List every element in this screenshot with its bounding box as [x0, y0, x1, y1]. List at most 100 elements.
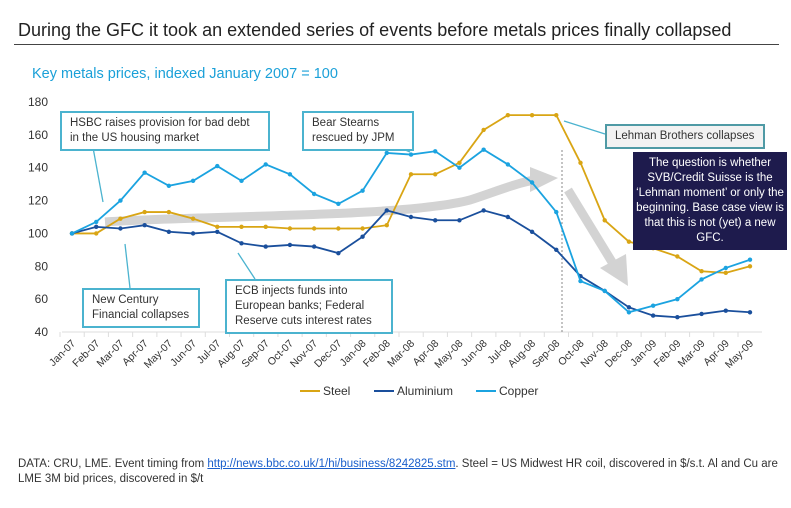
x-tick-label: Jun-08: [459, 338, 490, 369]
copper-point: [529, 180, 535, 185]
slide-title: During the GFC it took an extended serie…: [18, 20, 732, 40]
aluminium-point: [118, 226, 123, 231]
copper-point: [408, 152, 414, 157]
steel-point: [215, 224, 220, 230]
aluminium-point: [529, 229, 535, 234]
footer-post: . Steel = US Midwest HR coil, discovered…: [18, 458, 778, 485]
x-tick-label: Sep-07: [239, 338, 272, 371]
copper-point: [118, 198, 123, 203]
y-tick-label: 40: [35, 325, 49, 339]
steel-point: [602, 218, 607, 223]
steel-point: [287, 226, 293, 231]
y-tick-label: 140: [28, 161, 48, 175]
aluminium-point: [699, 311, 704, 317]
aluminium-point: [505, 214, 511, 220]
steel-point: [239, 224, 244, 230]
footer-source: DATA: CRU, LME. Event timing from http:/…: [18, 457, 791, 487]
x-tick-label: Dec-07: [312, 338, 345, 371]
steel-point: [723, 270, 728, 276]
steel-point: [311, 226, 317, 231]
aluminium-point: [675, 315, 680, 320]
aluminium-point: [723, 308, 728, 313]
aluminium-point: [554, 247, 559, 253]
aluminium-point: [433, 218, 438, 223]
aluminium-point: [166, 229, 172, 234]
copper-point: [675, 296, 680, 302]
copper-point: [94, 219, 99, 225]
steel-point: [142, 209, 147, 215]
aluminium-point: [747, 310, 753, 315]
steel-point: [699, 269, 704, 274]
copper-point: [142, 170, 147, 175]
steel-point: [578, 160, 583, 165]
copper-point: [602, 288, 607, 294]
annotation-bear-stearns: Bear Stearns rescued by JPM: [302, 111, 414, 151]
new-century-leader: [124, 243, 131, 289]
title-divider: [14, 44, 779, 45]
copper-point: [190, 178, 196, 184]
steel-point: [554, 112, 559, 118]
copper-point: [481, 147, 486, 152]
annotation-ecb: ECB injects funds into European banks; F…: [225, 279, 393, 334]
copper-point: [166, 183, 172, 188]
source-link[interactable]: http://news.bbc.co.uk/1/hi/business/8242…: [207, 458, 456, 470]
copper-point: [723, 265, 728, 271]
steel-point: [263, 224, 268, 230]
copper-point: [215, 163, 220, 169]
annotation-hsbc: HSBC raises provision for bad debt in th…: [60, 111, 270, 151]
aluminium-point: [481, 208, 486, 213]
steel-point: [336, 226, 341, 231]
copper-point: [433, 149, 438, 154]
footer-pre: DATA: CRU, LME. Event timing from: [18, 458, 208, 470]
copper-point: [699, 277, 704, 282]
x-tick-label: Mar-09: [676, 338, 708, 370]
steel-point: [166, 209, 172, 215]
ecb-leader: [237, 252, 256, 280]
copper-point: [69, 231, 75, 236]
aluminium-point: [287, 242, 293, 248]
x-tick-label: Sep-08: [530, 338, 563, 371]
aluminium-point: [650, 313, 656, 318]
hsbc-leader: [91, 141, 104, 203]
legend-label-steel: Steel: [323, 384, 350, 398]
annotation-new-century: New Century Financial collapses: [82, 288, 200, 328]
y-tick-label: 160: [28, 128, 48, 142]
callout-question: The question is whether SVB/Credit Suiss…: [633, 152, 787, 250]
chart-title: Key metals prices, indexed January 2007 …: [32, 66, 338, 82]
x-tick-label: Dec-08: [603, 338, 636, 371]
trend-arrow-down-head: [600, 254, 628, 286]
steel-point: [384, 223, 389, 228]
legend-label-aluminium: Aluminium: [397, 384, 453, 398]
steel-point: [626, 239, 632, 244]
aluminium-point: [215, 229, 220, 234]
steel-point: [94, 231, 99, 236]
copper-point: [457, 165, 462, 170]
y-tick-label: 120: [28, 194, 48, 208]
steel-point: [433, 172, 438, 177]
aluminium-point: [384, 208, 389, 213]
copper-point: [650, 303, 656, 308]
trend-arrow-up-head: [530, 167, 558, 192]
copper-point: [578, 278, 583, 284]
copper-point: [747, 257, 753, 262]
lehman-leader: [563, 120, 606, 135]
y-tick-label: 60: [35, 292, 49, 306]
copper-point: [311, 191, 317, 197]
steel-point: [505, 112, 511, 118]
copper-point: [505, 162, 511, 167]
copper-point: [263, 162, 268, 167]
steel-point: [675, 254, 680, 259]
steel-point: [747, 264, 753, 269]
x-tick-label: Jun-07: [168, 338, 199, 369]
steel-point: [408, 172, 414, 177]
copper-point: [554, 209, 559, 215]
trend-arrow-down: [564, 187, 616, 265]
steel-point: [529, 112, 535, 118]
y-tick-label: 100: [28, 226, 48, 240]
copper-point: [626, 310, 632, 315]
steel-point: [481, 127, 486, 133]
aluminium-point: [311, 244, 317, 249]
aluminium-point: [360, 234, 365, 239]
y-tick-label: 80: [35, 259, 49, 273]
legend-label-copper: Copper: [499, 384, 538, 398]
